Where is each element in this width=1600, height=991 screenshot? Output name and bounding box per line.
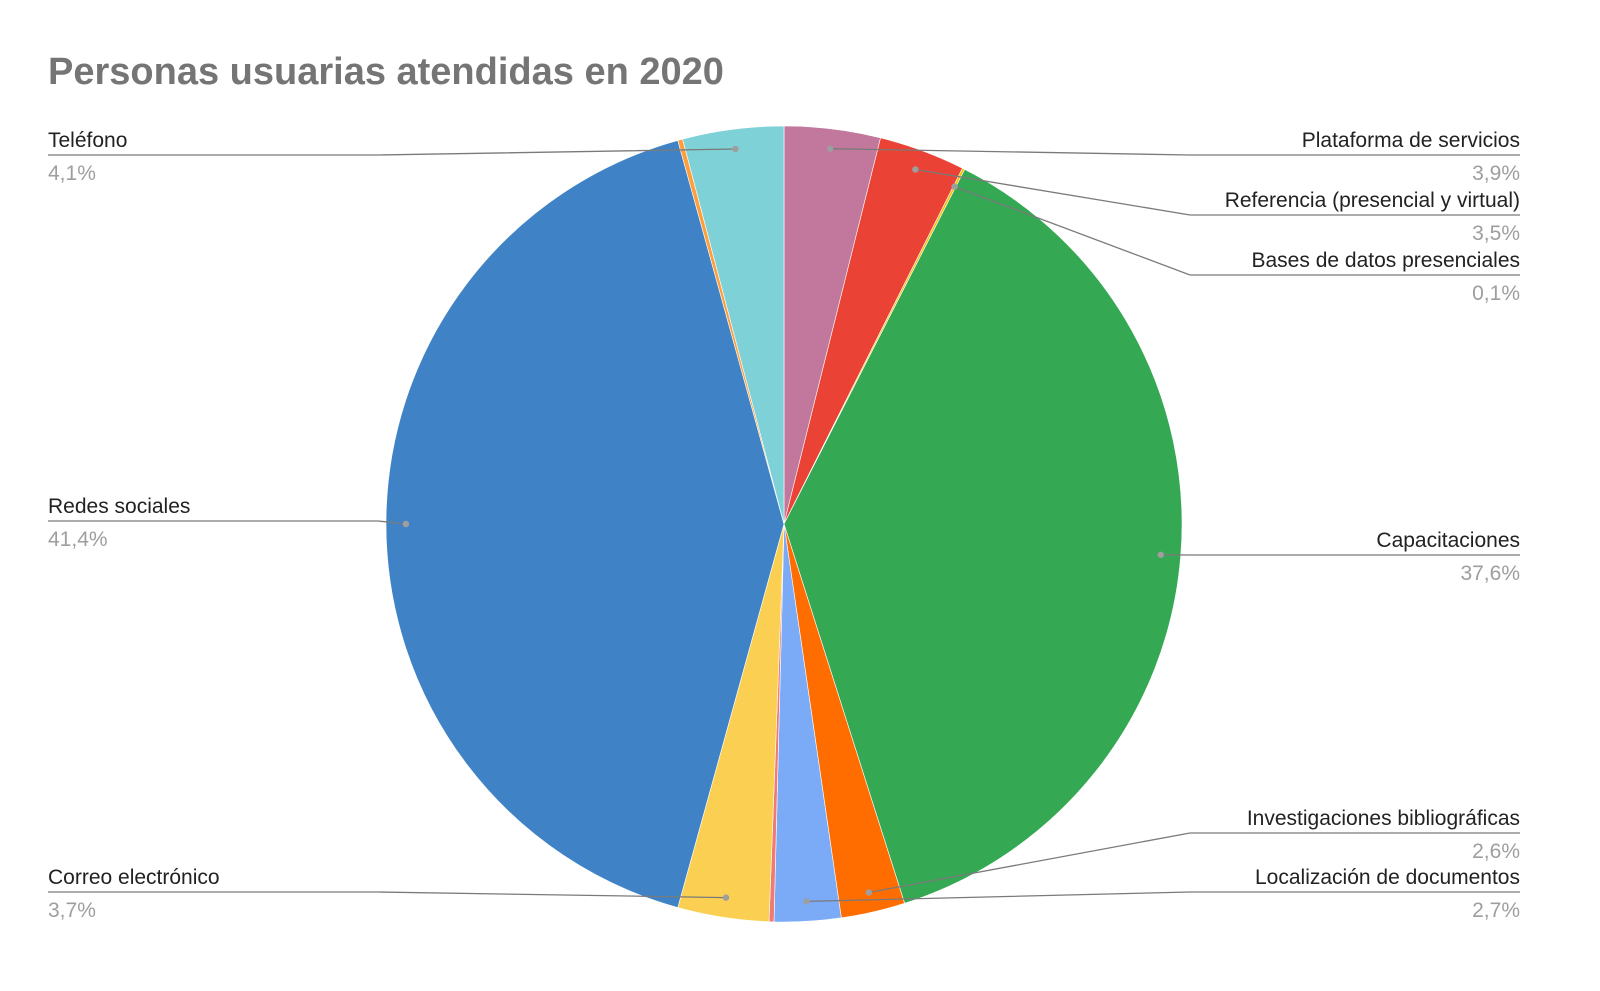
pie-slice-redes-sociales (385, 140, 785, 908)
slice-value-plataforma-de-servicios: 3,9% (1472, 162, 1520, 185)
leader-line-redes-sociales (48, 520, 406, 525)
leader-line-plataforma-de-servicios (830, 148, 1520, 156)
slice-label-capacitaciones: Capacitaciones (1376, 529, 1520, 552)
slice-label-redes-sociales: Redes sociales (48, 495, 190, 518)
leader-dot-investigaciones-bibliograficas (865, 889, 872, 896)
slice-value-localizacion-de-documentos: 2,7% (1472, 899, 1520, 922)
pie-slice-telefono (682, 125, 785, 525)
slice-value-telefono: 4,1% (48, 162, 96, 185)
leader-line-telefono (48, 148, 736, 156)
leader-line-investigaciones-bibliograficas (868, 832, 1520, 894)
leader-dot-referencia-presencial-y-virtual (912, 166, 919, 173)
leader-line-bases-de-datos-presenciales (954, 185, 1520, 276)
leader-dot-correo-electronico (722, 894, 730, 901)
leader-line-correo-electronico (48, 891, 727, 899)
leader-dot-localizacion-de-documentos (803, 898, 810, 905)
slice-value-investigaciones-bibliograficas: 2,6% (1472, 840, 1520, 863)
slice-label-localizacion-de-documentos: Localización de documentos (1255, 866, 1520, 889)
pie-slice-capacitaciones (783, 168, 1183, 904)
pie-labels: Plataforma de servicios 3,9% Referencia (p… (48, 129, 1520, 922)
leader-dot-bases-de-datos-presenciales (951, 183, 958, 190)
leader-line-localizacion-de-documentos (806, 891, 1520, 903)
leader-dot-telefono (732, 145, 739, 153)
slice-label-investigaciones-bibliograficas: Investigaciones bibliográficas (1247, 807, 1520, 830)
slice-label-referencia-presencial-y-virtual: Referencia (presencial y virtual) (1225, 189, 1520, 212)
slice-value-redes-sociales: 41,4% (48, 528, 108, 551)
slice-label-bases-de-datos-presenciales: Bases de datos presenciales (1252, 249, 1521, 272)
slice-label-correo-electronico: Correo electrónico (48, 866, 220, 889)
slice-value-bases-de-datos-presenciales: 0,1% (1472, 282, 1520, 305)
slice-label-plataforma-de-servicios: Plataforma de servicios (1302, 129, 1520, 152)
leader-dot-redes-sociales (402, 520, 410, 528)
slice-label-telefono: Teléfono (48, 129, 127, 152)
pie-slices (385, 125, 1183, 923)
slice-value-correo-electronico: 3,7% (48, 899, 96, 922)
leader-dot-capacitaciones (1157, 551, 1165, 558)
leader-line-referencia-presencial-y-virtual (915, 168, 1520, 216)
chart-title: Personas usuarias atendidas en 2020 (48, 51, 724, 93)
leader-dot-plataforma-de-servicios (827, 145, 834, 152)
slice-value-capacitaciones: 37,6% (1460, 562, 1520, 585)
slice-value-referencia-presencial-y-virtual: 3,5% (1472, 222, 1520, 245)
